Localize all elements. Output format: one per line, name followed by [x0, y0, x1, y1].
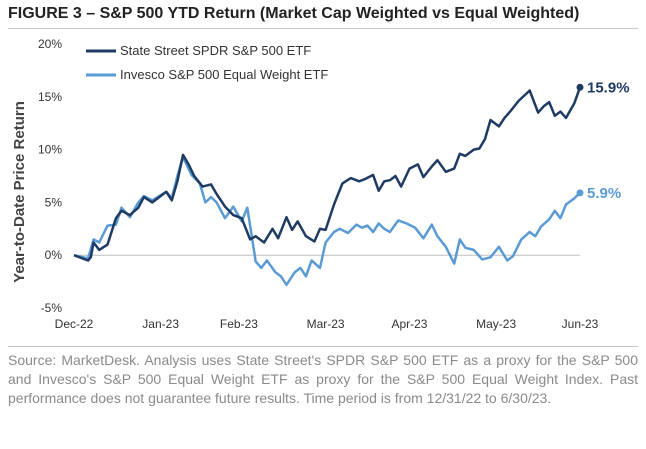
- y-axis-label: Year-to-Date Price Return: [11, 101, 28, 283]
- end-label-spdr: 15.9%: [587, 79, 630, 96]
- y-tick-label: 5%: [45, 195, 63, 209]
- chart-title: FIGURE 3 – S&P 500 YTD Return (Market Ca…: [8, 5, 580, 22]
- x-tick-label: Jan-23: [142, 317, 179, 331]
- legend-label-invesco: Invesco S&P 500 Equal Weight ETF: [120, 67, 328, 82]
- end-label-invesco: 5.9%: [587, 185, 621, 202]
- y-tick-label: -5%: [41, 301, 63, 315]
- y-axis-label-group: Year-to-Date Price Return: [11, 101, 28, 283]
- y-tick-label: 20%: [38, 37, 62, 51]
- y-tick-label: 0%: [45, 248, 63, 262]
- end-point-invesco: [576, 189, 584, 197]
- x-tick-label: Mar-23: [307, 317, 345, 331]
- x-tick-label: May-23: [476, 317, 516, 331]
- series-lines: [73, 86, 582, 287]
- legend: State Street SPDR S&P 500 ETF Invesco S&…: [86, 43, 328, 82]
- x-tick-label: Feb-23: [220, 317, 258, 331]
- x-tick-label: Apr-23: [391, 317, 427, 331]
- end-markers: 15.9% 5.9%: [576, 79, 630, 202]
- legend-label-spdr: State Street SPDR S&P 500 ETF: [120, 43, 311, 58]
- x-axis-ticks: Dec-22 Jan-23 Feb-23 Mar-23 Apr-23 May-23 Jun-…: [55, 317, 599, 331]
- x-tick-label: Dec-22: [55, 317, 94, 331]
- source-note: Source: MarketDesk. Analysis uses State …: [8, 346, 638, 442]
- x-tick-label: Jun-23: [562, 317, 599, 331]
- series-line-invesco: [73, 155, 581, 287]
- y-axis-ticks: 20% 15% 10% 5% 0% -5%: [38, 37, 62, 315]
- title-bar: FIGURE 3 – S&P 500 YTD Return (Market Ca…: [8, 2, 638, 29]
- y-tick-label: 15%: [38, 90, 62, 104]
- series-line-spdr: [73, 86, 582, 262]
- y-tick-label: 10%: [38, 143, 62, 157]
- end-point-spdr: [576, 83, 584, 91]
- line-chart: Year-to-Date Price Return 20% 15% 10% 5% 0% -…: [11, 37, 630, 331]
